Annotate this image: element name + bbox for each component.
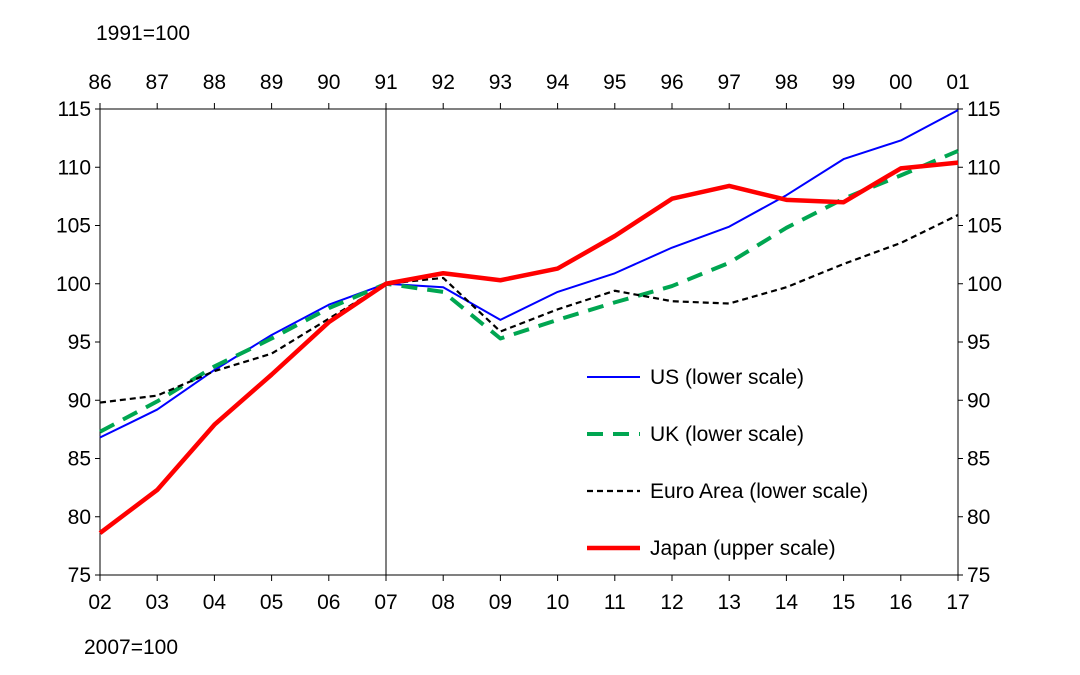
legend-label-japan: Japan (upper scale) xyxy=(650,537,836,560)
left-y-tick-label: 115 xyxy=(58,98,91,121)
top-x-tick-label: 95 xyxy=(603,71,626,94)
bottom-x-tick-label: 07 xyxy=(374,591,397,614)
bottom-x-tick-label: 06 xyxy=(317,591,340,614)
bottom-x-tick-label: 10 xyxy=(546,591,569,614)
top-x-tick-label: 89 xyxy=(260,71,283,94)
bottom-axis-unit-label: 2007=100 xyxy=(84,636,178,659)
bottom-x-tick-label: 14 xyxy=(775,591,799,614)
bottom-x-tick-label: 12 xyxy=(660,591,683,614)
right-y-tick-label: 80 xyxy=(967,506,990,529)
right-y-tick-label: 110 xyxy=(967,156,1000,179)
bottom-x-tick-label: 13 xyxy=(718,591,741,614)
top-x-tick-label: 91 xyxy=(374,71,397,94)
series-lines xyxy=(98,109,959,535)
left-y-tick-label: 80 xyxy=(68,506,91,529)
top-x-tick-label: 88 xyxy=(203,71,226,94)
bottom-x-tick-label: 11 xyxy=(604,591,626,614)
left-y-tick-label: 110 xyxy=(58,156,91,179)
legend-label-uk: UK (lower scale) xyxy=(650,423,804,446)
top-x-tick-label: 86 xyxy=(88,71,111,94)
top-x-tick-label: 93 xyxy=(489,71,512,94)
top-x-tick-label: 90 xyxy=(317,71,340,94)
bottom-x-tick-label: 02 xyxy=(88,591,111,614)
bottom-x-tick-label: 08 xyxy=(432,591,455,614)
left-y-tick-label: 105 xyxy=(56,215,91,238)
legend-label-euro-area: Euro Area (lower scale) xyxy=(650,480,868,503)
left-y-tick-label: 100 xyxy=(56,273,91,296)
bottom-x-tick-label: 05 xyxy=(260,591,283,614)
bottom-x-tick-label: 15 xyxy=(832,591,855,614)
bottom-x-tick-label: 03 xyxy=(146,591,169,614)
left-y-tick-label: 90 xyxy=(68,389,91,412)
top-x-tick-label: 99 xyxy=(832,71,855,94)
top-x-tick-label: 97 xyxy=(718,71,741,94)
top-x-tick-label: 92 xyxy=(432,71,455,94)
top-x-tick-label: 98 xyxy=(775,71,798,94)
top-x-tick-label: 96 xyxy=(660,71,683,94)
right-y-tick-label: 100 xyxy=(967,273,1002,296)
bottom-x-tick-label: 17 xyxy=(946,591,969,614)
left-y-tick-label: 85 xyxy=(68,448,91,471)
top-x-tick-label: 00 xyxy=(889,71,912,94)
series-line-euro-area xyxy=(99,214,959,404)
top-x-tick-label: 01 xyxy=(946,71,969,94)
bottom-x-tick-label: 16 xyxy=(889,591,912,614)
legend-label-us: US (lower scale) xyxy=(650,366,804,389)
right-y-tick-label: 95 xyxy=(967,331,990,354)
right-y-tick-label: 105 xyxy=(967,215,1002,238)
left-y-tick-label: 95 xyxy=(68,331,91,354)
bottom-x-tick-label: 09 xyxy=(489,591,512,614)
series-line-japan xyxy=(98,160,959,535)
right-y-tick-label: 75 xyxy=(967,564,990,587)
series-line-uk xyxy=(99,149,959,434)
bottom-x-tick-label: 04 xyxy=(203,591,227,614)
top-x-tick-label: 87 xyxy=(146,71,169,94)
top-x-tick-label: 94 xyxy=(546,71,570,94)
left-y-tick-label: 75 xyxy=(68,564,91,587)
right-y-tick-label: 90 xyxy=(967,389,990,412)
right-y-tick-label: 115 xyxy=(967,98,1000,121)
legend: US (lower scale) UK (lower scale) Euro Are… xyxy=(587,366,868,560)
top-axis-unit-label: 1991=100 xyxy=(96,22,190,45)
right-y-tick-label: 85 xyxy=(967,448,990,471)
